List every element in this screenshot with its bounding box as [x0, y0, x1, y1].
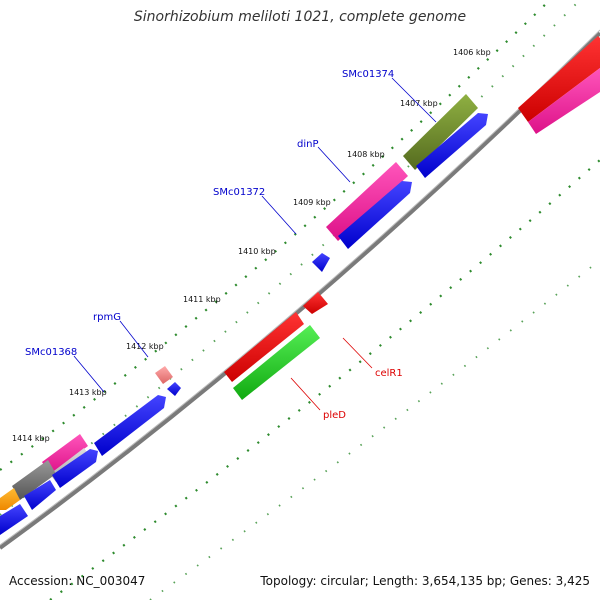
tick-label: 1408 kbp	[347, 150, 385, 159]
gene-label-smc01372[interactable]: SMc01372	[213, 187, 265, 198]
accession-text: Accession: NC_003047	[9, 574, 146, 588]
tick-label: 1413 kbp	[69, 388, 107, 397]
gene-labels: SMc01374 dinP SMc01372 rpmG SMc01368 cel…	[25, 69, 403, 421]
label-leaders	[73, 77, 437, 411]
gene-arrow[interactable]	[24, 480, 56, 510]
forward-genes	[0, 36, 600, 510]
tick-label: 1407 kbp	[400, 99, 438, 108]
tick-label: 1411 kbp	[183, 295, 221, 304]
gene-label-pled[interactable]: pleD	[323, 410, 346, 421]
gene-arrow[interactable]	[312, 253, 330, 272]
backbone	[0, 29, 600, 550]
gene-arrow[interactable]	[0, 488, 20, 510]
gene-arrow[interactable]	[224, 312, 304, 382]
gene-arrow[interactable]	[303, 292, 328, 314]
gene-label-smc01374[interactable]: SMc01374	[342, 69, 394, 80]
gene-arrow[interactable]	[52, 449, 98, 488]
gene-arrow[interactable]	[12, 460, 56, 500]
gene-arrow[interactable]	[528, 68, 600, 134]
gene-arrow[interactable]	[326, 162, 408, 241]
genome-summary-text: Topology: circular; Length: 3,654,135 bp…	[260, 574, 590, 588]
tick-label: 1406 kbp	[453, 48, 491, 57]
gene-arrow[interactable]	[518, 36, 600, 122]
gene-arrow[interactable]	[403, 94, 478, 170]
gene-arrow[interactable]	[416, 113, 488, 178]
gene-label-celr1[interactable]: celR1	[375, 368, 403, 379]
gene-arrow[interactable]	[167, 382, 181, 396]
gene-label-rpmg[interactable]: rpmG	[93, 312, 121, 323]
gene-arrow[interactable]	[233, 325, 320, 400]
map-title: Sinorhizobium meliloti 1021, complete ge…	[133, 9, 467, 25]
tick-label: 1412 kbp	[126, 342, 164, 351]
gene-label-smc01368[interactable]: SMc01368	[25, 347, 77, 358]
tick-label: 1410 kbp	[238, 247, 276, 256]
reverse-genes	[0, 113, 488, 535]
gene-label-dinp[interactable]: dinP	[297, 139, 319, 150]
gene-arrow[interactable]	[338, 181, 412, 249]
tick-labels: 1406 kbp 1407 kbp 1408 kbp 1409 kbp 1410…	[12, 48, 491, 443]
tick-label: 1409 kbp	[293, 198, 331, 207]
gene-arrow[interactable]	[155, 366, 173, 384]
gene-arrow[interactable]	[0, 504, 28, 535]
gene-arrow[interactable]	[42, 434, 88, 474]
gene-arrow[interactable]	[94, 395, 166, 456]
inner-genes	[224, 292, 328, 400]
tick-label: 1414 kbp	[12, 434, 50, 443]
